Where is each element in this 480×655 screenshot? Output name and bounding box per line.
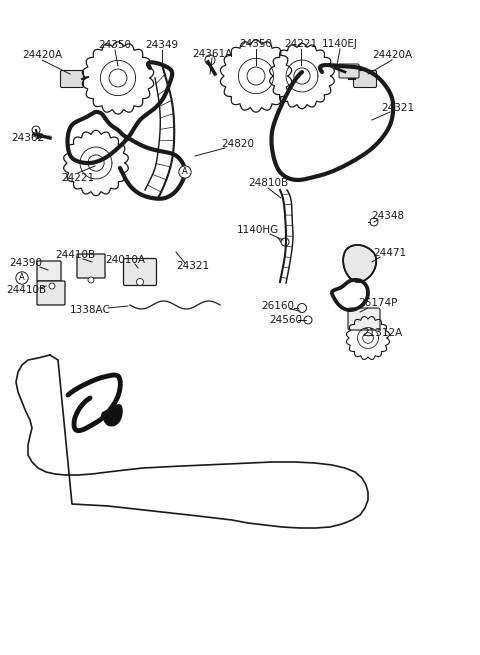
Text: 24350: 24350 (98, 40, 132, 50)
Text: 24810B: 24810B (248, 178, 288, 188)
Circle shape (294, 68, 310, 84)
Text: 24420A: 24420A (22, 50, 62, 60)
Circle shape (88, 155, 104, 171)
FancyBboxPatch shape (37, 261, 61, 281)
Text: 24410B: 24410B (6, 285, 46, 295)
FancyBboxPatch shape (60, 71, 84, 88)
Text: 24362: 24362 (12, 133, 45, 143)
Text: 24820: 24820 (221, 139, 254, 149)
Text: 24349: 24349 (145, 40, 179, 50)
FancyBboxPatch shape (339, 64, 359, 78)
Polygon shape (102, 405, 122, 426)
Text: 24350: 24350 (240, 39, 273, 49)
Text: 26160: 26160 (262, 301, 295, 311)
Text: A: A (19, 274, 25, 282)
Circle shape (205, 55, 215, 65)
Circle shape (49, 283, 55, 289)
Text: 24010A: 24010A (105, 255, 145, 265)
FancyBboxPatch shape (348, 308, 380, 330)
Text: 24560: 24560 (269, 315, 302, 325)
Text: 21312A: 21312A (362, 328, 402, 338)
FancyBboxPatch shape (123, 259, 156, 286)
Circle shape (304, 316, 312, 324)
Text: 24390: 24390 (10, 258, 43, 268)
Text: 1140HG: 1140HG (237, 225, 279, 235)
Circle shape (298, 303, 307, 312)
Text: 24420A: 24420A (372, 50, 412, 60)
Text: A: A (182, 168, 188, 176)
Circle shape (281, 238, 289, 246)
Text: 24410B: 24410B (55, 250, 95, 260)
Circle shape (32, 126, 40, 134)
Circle shape (109, 69, 127, 87)
Text: 1140EJ: 1140EJ (322, 39, 358, 49)
Text: 24471: 24471 (373, 248, 407, 258)
Text: 1338AC: 1338AC (70, 305, 110, 315)
Circle shape (88, 277, 94, 283)
FancyBboxPatch shape (37, 281, 65, 305)
Text: 24348: 24348 (372, 211, 405, 221)
Text: 26174P: 26174P (358, 298, 398, 308)
Circle shape (136, 278, 144, 286)
Text: 24221: 24221 (285, 39, 318, 49)
Text: 24221: 24221 (61, 173, 95, 183)
Circle shape (370, 218, 378, 226)
Text: 24321: 24321 (177, 261, 210, 271)
Circle shape (363, 333, 373, 343)
Text: 24361A: 24361A (192, 49, 232, 59)
FancyBboxPatch shape (353, 71, 376, 88)
Text: 24321: 24321 (382, 103, 415, 113)
FancyBboxPatch shape (77, 254, 105, 278)
Polygon shape (343, 245, 376, 282)
Circle shape (247, 67, 265, 85)
